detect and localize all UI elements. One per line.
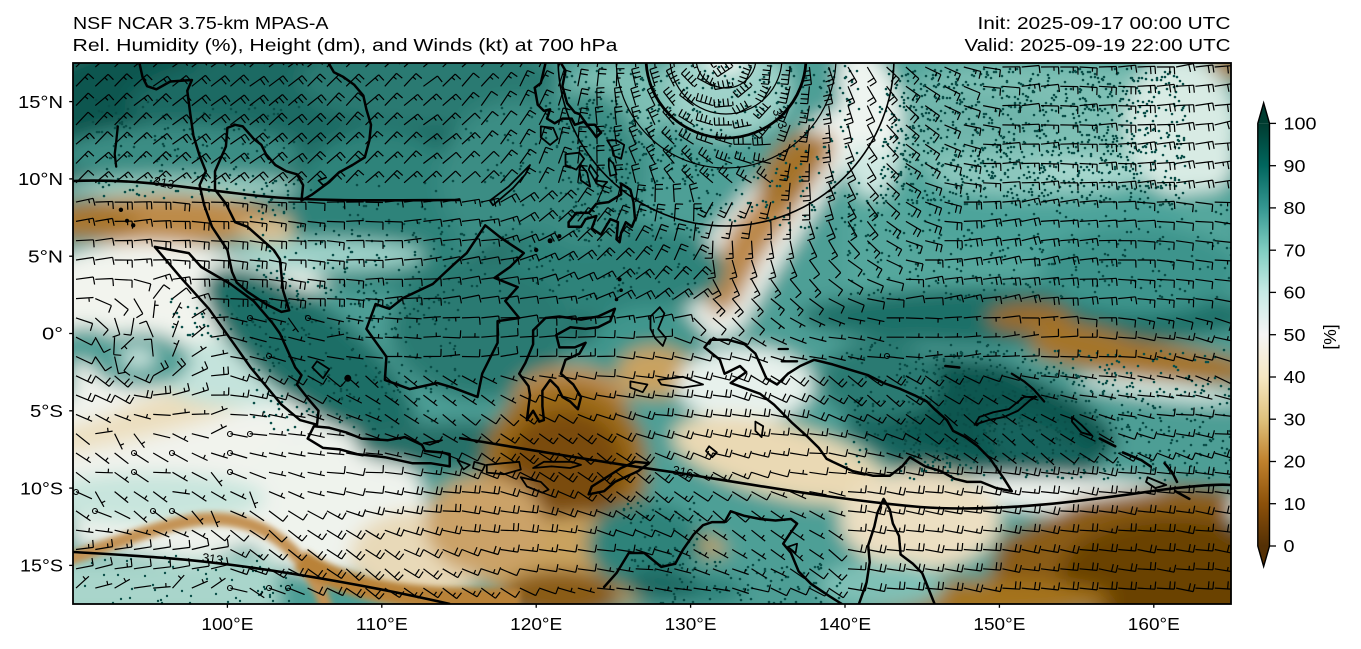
svg-text:80: 80 [1284, 198, 1306, 218]
svg-text:20: 20 [1284, 452, 1306, 472]
svg-text:[%]: [%] [1320, 324, 1340, 349]
svg-text:160°E: 160°E [1128, 614, 1180, 634]
svg-text:Rel. Humidity (%), Height (dm): Rel. Humidity (%), Height (dm), and Wind… [73, 35, 618, 55]
svg-text:316: 316 [671, 463, 694, 481]
svg-text:10°S: 10°S [20, 478, 63, 498]
svg-text:150°E: 150°E [973, 614, 1025, 634]
svg-text:130°E: 130°E [665, 614, 717, 634]
svg-text:5°S: 5°S [30, 401, 63, 421]
svg-text:100°E: 100°E [201, 614, 253, 634]
svg-text:140°E: 140°E [819, 614, 871, 634]
svg-text:50: 50 [1284, 325, 1306, 345]
svg-text:10°N: 10°N [18, 169, 63, 189]
svg-text:90: 90 [1284, 156, 1306, 176]
svg-text:0°: 0° [42, 324, 63, 344]
svg-text:70: 70 [1284, 240, 1306, 260]
svg-text:40: 40 [1284, 367, 1306, 387]
svg-text:313: 313 [201, 551, 224, 568]
svg-text:NSF NCAR 3.75-km MPAS-A: NSF NCAR 3.75-km MPAS-A [73, 13, 329, 33]
svg-text:5°N: 5°N [28, 246, 63, 266]
svg-text:30: 30 [1284, 409, 1306, 429]
svg-text:120°E: 120°E [510, 614, 562, 634]
svg-text:Valid: 2025-09-19 22:00 UTC: Valid: 2025-09-19 22:00 UTC [965, 35, 1231, 55]
svg-text:100: 100 [1284, 114, 1317, 134]
svg-text:Init: 2025-09-17 00:00 UTC: Init: 2025-09-17 00:00 UTC [978, 13, 1231, 33]
svg-text:60: 60 [1284, 283, 1306, 303]
svg-text:15°S: 15°S [20, 556, 63, 576]
svg-text:0: 0 [1284, 536, 1295, 556]
svg-text:110°E: 110°E [356, 614, 408, 634]
svg-text:15°N: 15°N [18, 92, 63, 112]
svg-text:10: 10 [1284, 494, 1306, 514]
